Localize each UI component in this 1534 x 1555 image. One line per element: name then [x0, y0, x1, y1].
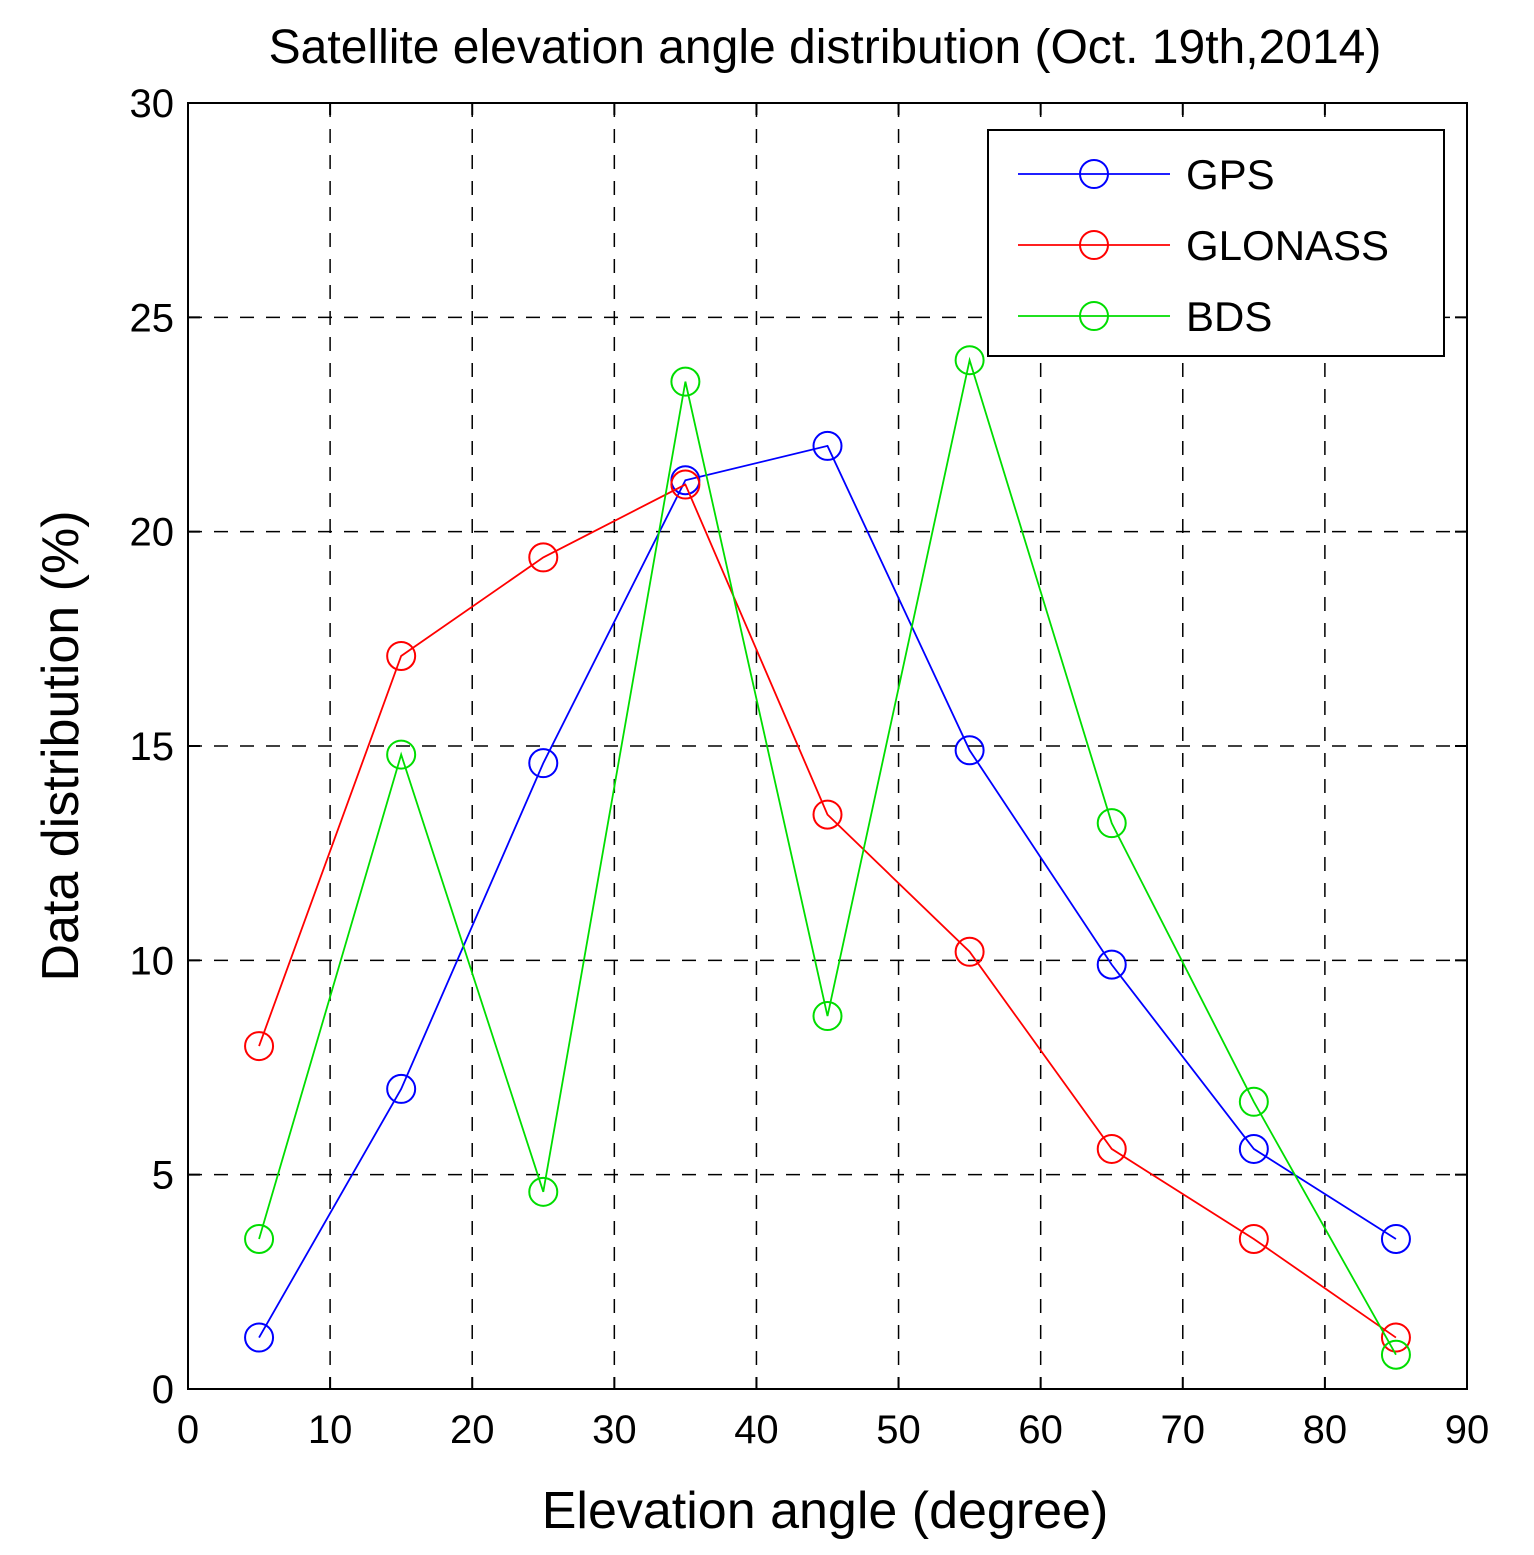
legend-marker [1079, 301, 1109, 331]
data-point-gps [954, 735, 985, 766]
series-gps [244, 430, 1411, 1353]
data-point-bds [244, 1223, 275, 1254]
data-point-glonass [386, 640, 417, 671]
data-point-bds [812, 1001, 843, 1032]
y-axis-label: Data distribution (%) [32, 510, 90, 981]
data-point-bds [1238, 1086, 1269, 1117]
legend-label: GPS [1186, 151, 1275, 198]
legend-label: GLONASS [1186, 222, 1389, 269]
legend-marker [1079, 230, 1109, 260]
legend-label: BDS [1186, 293, 1272, 340]
x-tick-label: 50 [876, 1408, 921, 1452]
axis-ticks: 0 10 20 30 40 50 60 70 80 90 0 5 10 15 20 25 30 [130, 82, 1490, 1452]
data-point-bds [670, 366, 701, 397]
data-point-gps [528, 748, 559, 779]
data-point-glonass [954, 936, 985, 967]
legend-box [987, 129, 1445, 357]
chart-title: Satellite elevation angle distribution (… [269, 21, 1382, 74]
legend-marker [1079, 159, 1109, 189]
data-point-glonass [244, 1031, 275, 1062]
x-tick-label: 30 [592, 1408, 637, 1452]
x-tick-label: 0 [177, 1408, 199, 1452]
y-tick-label: 30 [130, 82, 175, 126]
data-point-bds [528, 1176, 559, 1207]
x-tick-label: 80 [1303, 1408, 1348, 1452]
series-bds [244, 345, 1411, 1370]
data-point-glonass [1096, 1133, 1127, 1164]
data-point-gps [812, 430, 843, 461]
series-glonass [244, 469, 1411, 1353]
x-tick-label: 70 [1161, 1408, 1206, 1452]
x-tick-label: 60 [1018, 1408, 1063, 1452]
data-point-gps [1380, 1223, 1411, 1254]
data-point-gps [1096, 949, 1127, 980]
legend-item-glonass: GLONASS [1018, 222, 1389, 269]
data-point-bds [954, 345, 985, 376]
series-layer [244, 345, 1411, 1370]
x-tick-label: 90 [1445, 1408, 1490, 1452]
legend: GPS GLONASS BDS [987, 129, 1445, 357]
data-point-bds [1380, 1339, 1411, 1370]
data-point-gps [1238, 1133, 1269, 1164]
x-axis-label: Elevation angle (degree) [542, 1482, 1109, 1540]
data-point-glonass [1380, 1322, 1411, 1353]
x-tick-label: 10 [308, 1408, 353, 1452]
y-tick-label: 15 [130, 725, 175, 769]
legend-item-gps: GPS [1018, 151, 1275, 198]
y-tick-label: 0 [152, 1368, 174, 1412]
data-point-glonass [1238, 1223, 1269, 1254]
data-point-bds [1096, 808, 1127, 839]
data-point-glonass [528, 542, 559, 573]
series-line-glonass [258, 483, 1397, 1339]
data-point-gps [244, 1322, 275, 1353]
data-point-gps [386, 1073, 417, 1104]
data-point-bds [386, 739, 417, 770]
y-tick-label: 10 [130, 939, 175, 983]
x-tick-label: 40 [734, 1408, 779, 1452]
series-line-bds [258, 356, 1397, 1356]
y-tick-label: 25 [130, 296, 175, 340]
legend-item-bds: BDS [1018, 293, 1272, 340]
grid [188, 103, 1467, 1389]
y-tick-label: 20 [130, 511, 175, 555]
x-tick-label: 20 [450, 1408, 495, 1452]
data-point-glonass [670, 469, 701, 500]
data-point-glonass [812, 799, 843, 830]
series-line-gps [258, 444, 1397, 1339]
y-tick-label: 5 [152, 1154, 174, 1198]
